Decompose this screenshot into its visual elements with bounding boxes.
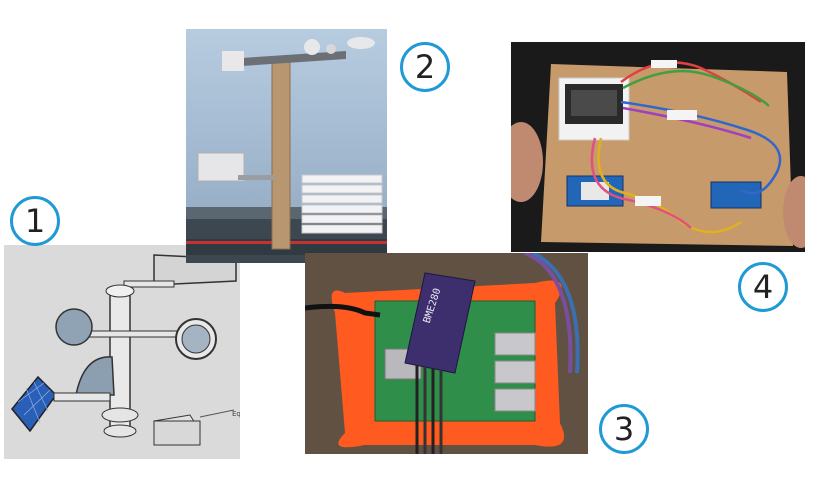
weather-station-photo xyxy=(186,29,387,263)
badge-1: 1 xyxy=(10,196,60,246)
badge-4: 4 xyxy=(738,262,788,312)
badge-2: 2 xyxy=(400,42,450,92)
prototype-board-photo xyxy=(511,42,805,252)
badge-3: 3 xyxy=(599,404,649,454)
raspberry-pi-sensor-photo: BME280 xyxy=(305,253,588,454)
sketch-label: Eq xyxy=(232,410,240,418)
anemometer-sketch-image: Eq xyxy=(4,245,240,459)
